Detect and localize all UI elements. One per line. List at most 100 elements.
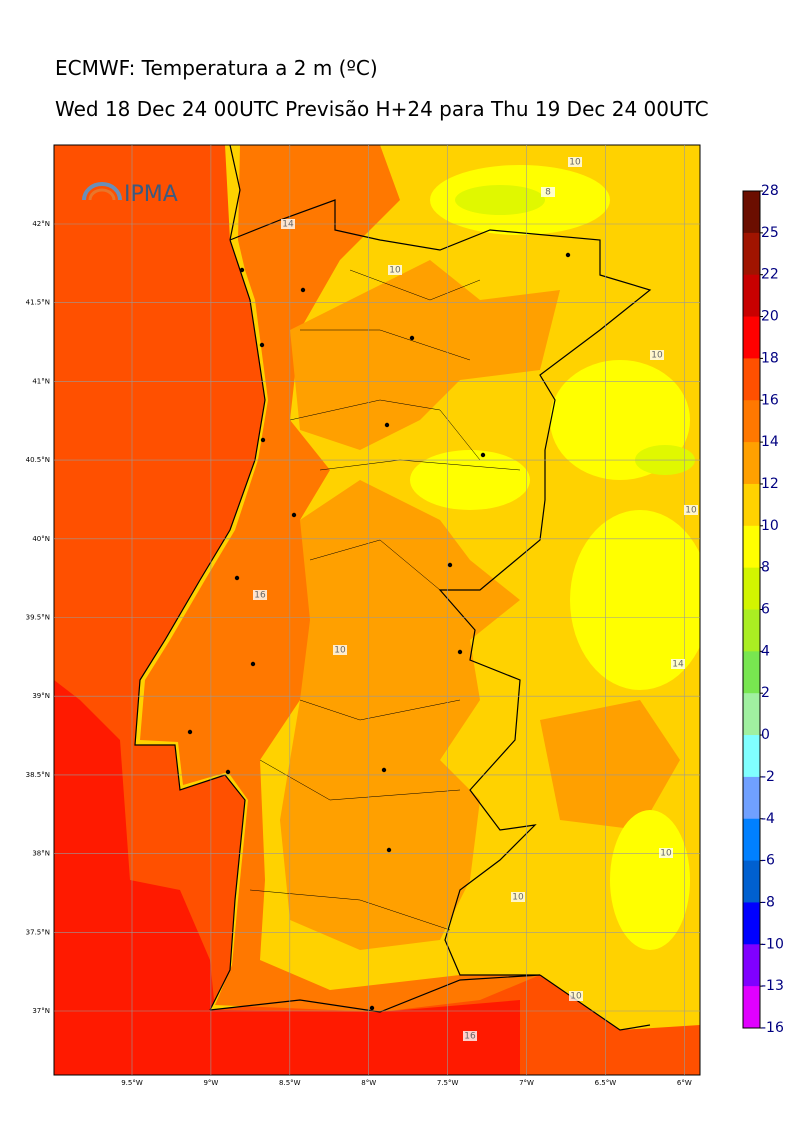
logo-arc (82, 182, 122, 201)
colorbar-segment (743, 609, 760, 652)
colorbar-segment (743, 902, 760, 945)
colorbar-label: -2 (761, 769, 775, 785)
colorbar-label: 22 (761, 267, 779, 283)
lat-label: 41.5°N (26, 299, 50, 307)
colorbar-segment (743, 860, 760, 903)
lon-label: 6.5°W (595, 1079, 617, 1087)
lon-label: 6°W (677, 1079, 692, 1087)
coastal-band (140, 145, 540, 1012)
city (291, 512, 297, 518)
map-frame (53, 144, 701, 1076)
colorbar-segment (743, 986, 760, 1029)
contour-label-bg (650, 350, 664, 360)
city (187, 729, 193, 735)
colorbar-label: 18 (761, 350, 779, 366)
colorbar-label: -6 (761, 853, 775, 869)
city (480, 452, 486, 458)
contour-label-bg (463, 1031, 477, 1041)
colorbar-label: -4 (761, 811, 775, 827)
colorbar-label: 8 (761, 560, 770, 576)
colorbar-label: 20 (761, 309, 779, 325)
lon-label: 9°W (203, 1079, 218, 1087)
colorbar-label: 2 (761, 685, 770, 701)
city (409, 335, 415, 341)
lon-label: 8.5°W (279, 1079, 301, 1087)
warm-zone (540, 700, 680, 830)
colorbar-segment (743, 818, 760, 862)
border (229, 199, 652, 976)
logo: IPMA (82, 182, 178, 207)
contour-label: 10 (569, 158, 581, 168)
lon-label: 9.5°W (121, 1079, 143, 1087)
colorbar-segment (743, 232, 760, 276)
lat-label: 40°N (32, 535, 50, 543)
contour-label: 8 (545, 188, 551, 198)
contour-label-bg (511, 892, 525, 902)
coastline (134, 145, 651, 1031)
colorbar-label: -10 (761, 936, 784, 952)
city (565, 252, 571, 258)
city (386, 847, 392, 853)
contour-label-bg (541, 187, 555, 197)
lat-label: 40.5°N (26, 456, 50, 464)
lon-label: 8°W (361, 1079, 376, 1087)
city (384, 422, 390, 428)
contour-label: 14 (672, 660, 684, 670)
contour-label-bg (671, 659, 685, 669)
contour-label: 14 (282, 220, 294, 230)
lat-label: 37°N (32, 1007, 50, 1015)
colorbar-segment (743, 651, 760, 694)
contour-label: 10 (570, 992, 582, 1002)
contour-label: 10 (660, 849, 672, 859)
contour-label-bg (333, 645, 347, 655)
colorbar-segment (743, 358, 760, 401)
city (300, 287, 306, 293)
lat-label: 39.5°N (26, 614, 50, 622)
title: ECMWF: Temperatura a 2 m (ºC) (55, 56, 378, 80)
city (239, 267, 245, 273)
colorbar-segment (743, 567, 760, 610)
colorbar-segment (743, 191, 760, 234)
city (447, 562, 453, 568)
colorbar-label: 12 (761, 476, 779, 492)
warm-zone (290, 260, 560, 450)
colorbar-segment (743, 693, 760, 736)
contour-label: 16 (464, 1032, 476, 1042)
lat-label: 41°N (32, 377, 50, 385)
contour-label-bg (569, 991, 583, 1001)
city (381, 767, 387, 773)
colorbar-label: -8 (761, 894, 775, 910)
colorbar-label: 0 (761, 727, 770, 743)
cool-zone (610, 810, 690, 950)
city (259, 342, 265, 348)
contour-label-bg (684, 505, 698, 515)
colorbar-label: 16 (761, 392, 779, 408)
contour-label-bg (388, 265, 402, 275)
colorbar-segment (743, 400, 760, 443)
colorbar-segment (743, 944, 760, 987)
warm-zone (280, 480, 520, 950)
lat-label: 37.5°N (26, 928, 50, 936)
warm-sea (54, 680, 520, 1075)
colorbar-label: 25 (761, 225, 779, 241)
city (250, 661, 256, 667)
contour-label: 10 (685, 506, 697, 516)
colorbar-label: 6 (761, 602, 770, 618)
colorbar-segment (743, 735, 760, 778)
subtitle: Wed 18 Dec 24 00UTC Previsão H+24 para T… (55, 97, 709, 121)
colorbar-segment (743, 316, 760, 359)
contour-label: 10 (651, 351, 663, 361)
colorbar-label: 14 (761, 434, 779, 450)
colorbar-segment (743, 483, 760, 527)
contour-label-bg (253, 590, 267, 600)
lat-label: 42°N (32, 220, 50, 228)
colorbar-segment (743, 776, 760, 820)
logo-arc (88, 188, 116, 201)
contour-label: 16 (254, 591, 266, 601)
contour-label: 10 (389, 266, 401, 276)
city (225, 769, 231, 775)
city (234, 575, 240, 581)
lat-label: 38.5°N (26, 771, 50, 779)
colorbar-segment (743, 442, 760, 485)
